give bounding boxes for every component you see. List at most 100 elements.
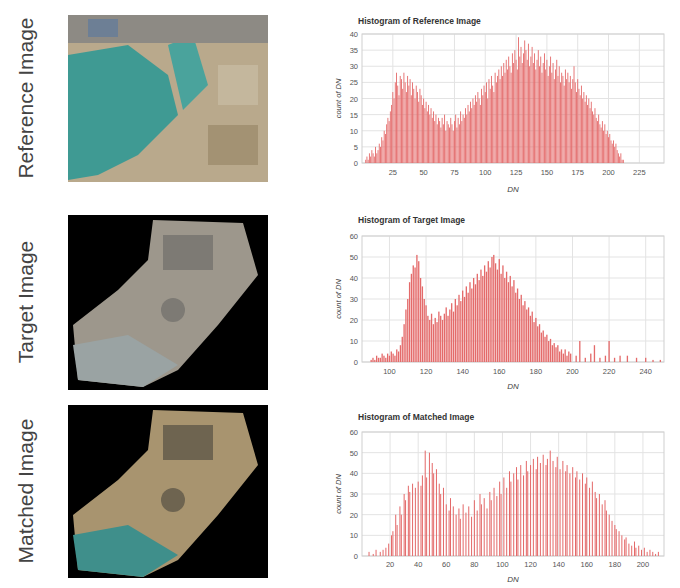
grid-line <box>516 34 517 163</box>
histogram-bar <box>526 310 527 363</box>
histogram-bar <box>513 280 514 362</box>
histogram-bar <box>621 535 622 556</box>
histogram-bar <box>405 92 407 163</box>
histogram-bar <box>539 324 540 362</box>
histogram-bar <box>507 69 509 163</box>
histogram-bar <box>521 63 523 163</box>
histogram-bar <box>409 79 411 163</box>
histogram-bar <box>482 95 484 163</box>
histogram-bar <box>631 546 632 556</box>
y-tick-label: 50 <box>350 253 358 262</box>
histogram-bar <box>610 140 612 163</box>
histogram-bar <box>373 157 375 163</box>
histogram-bar <box>436 124 438 163</box>
histogram-bar <box>561 349 562 362</box>
histogram-bar <box>530 316 531 362</box>
histogram-bar <box>481 504 482 556</box>
histogram-bar <box>400 345 401 362</box>
histogram-bar <box>497 270 498 362</box>
histogram-bar <box>524 40 526 163</box>
histogram-bar <box>522 305 523 362</box>
histogram-bar <box>540 463 541 556</box>
histogram-bar <box>466 286 467 362</box>
histogram-bar <box>511 53 513 163</box>
histogram-bar <box>394 82 396 163</box>
histogram-bar <box>569 76 571 163</box>
histogram-bar <box>604 124 606 163</box>
histogram-bar <box>391 535 392 556</box>
histogram-bar <box>412 82 414 163</box>
histogram-bar <box>573 66 575 163</box>
histogram-bar <box>367 160 369 163</box>
histogram-bar <box>479 105 481 163</box>
histogram-bar <box>460 519 461 556</box>
histogram-bar <box>471 108 473 163</box>
histogram-bar <box>484 265 485 362</box>
x-tick-label: 160 <box>493 367 506 376</box>
histogram-bar <box>489 268 490 363</box>
histogram-bar <box>409 492 410 556</box>
histogram-bar <box>628 544 629 556</box>
histogram-bar <box>414 99 416 164</box>
histogram-bar <box>483 86 485 163</box>
grid-line <box>499 236 500 362</box>
histogram-bar <box>472 99 474 164</box>
grid-line <box>614 432 615 556</box>
x-tick-label: 225 <box>633 168 646 177</box>
histogram-bar <box>411 274 412 362</box>
histogram-bar <box>397 525 398 556</box>
histogram-bar <box>465 513 466 556</box>
histogram-bar <box>537 457 538 556</box>
histogram-bar <box>458 508 459 556</box>
histogram-bar <box>636 358 637 362</box>
histogram-bar <box>434 121 436 163</box>
histogram-bar <box>520 47 522 163</box>
grid-line <box>639 34 640 163</box>
histogram-bar <box>490 76 492 163</box>
histogram-bar <box>433 324 434 362</box>
histogram-bar <box>608 137 610 163</box>
histogram-bar <box>655 554 656 556</box>
histogram-bar <box>446 307 447 362</box>
histogram-bar <box>402 89 404 163</box>
y-tick-label: 0 <box>354 159 358 168</box>
histogram-bar <box>555 69 557 163</box>
histogram-bar <box>445 131 447 163</box>
histogram-bar <box>474 500 475 556</box>
y-tick-label: 50 <box>350 449 358 458</box>
histogram-bar <box>464 297 465 362</box>
histogram-bar <box>624 539 625 556</box>
grid-line <box>362 50 664 51</box>
histogram-bar <box>546 60 548 163</box>
histogram-chart: Histogram of Reference Image051015202530… <box>334 16 664 194</box>
histogram-bar <box>529 66 531 163</box>
histogram-bar <box>519 299 520 362</box>
histogram-bar <box>491 257 492 362</box>
histogram-bar <box>574 82 576 163</box>
grid-line <box>462 236 463 362</box>
histogram-bar <box>590 102 592 163</box>
histogram-bar <box>498 69 500 163</box>
histogram-bar <box>418 261 419 362</box>
histogram-bar <box>619 356 620 362</box>
histogram-bar <box>575 477 576 556</box>
histogram-bar <box>383 356 384 362</box>
histogram-bar <box>638 546 639 556</box>
histogram-bar <box>616 529 617 556</box>
histogram-bar <box>516 467 517 556</box>
histogram-bar <box>398 95 400 163</box>
histogram-bar <box>447 316 448 362</box>
histogram-bar <box>536 60 538 163</box>
row-label: Reference Image <box>14 17 37 178</box>
image-water <box>73 525 178 577</box>
histogram-bar <box>435 115 437 163</box>
histogram-bar <box>395 515 396 556</box>
histogram-bar <box>548 66 550 163</box>
grid-line <box>474 432 475 556</box>
histogram-bar <box>422 475 423 556</box>
y-tick-label: 25 <box>350 78 358 87</box>
histogram-bar <box>508 282 509 362</box>
histogram-bar <box>561 73 563 163</box>
histogram-bar <box>410 95 412 163</box>
histogram-bar <box>446 504 447 556</box>
